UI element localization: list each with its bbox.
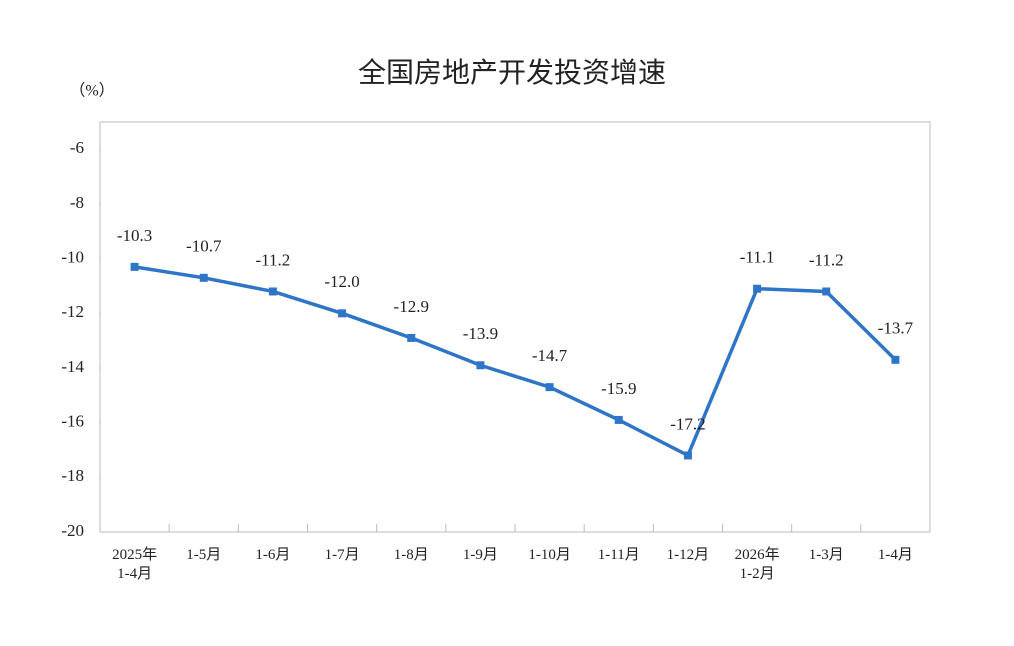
point [545,383,554,392]
point [891,355,900,364]
point [407,333,416,342]
x-tick-label: 1-9月 [462,547,498,563]
data-label: -10.3 [117,226,152,245]
x-tick-label: 1-6月 [255,547,291,563]
y-tick-label: -14 [61,357,84,376]
x-tick-label: 1-5月 [186,547,222,563]
y-tick-label: -8 [70,193,84,212]
data-label: -12.0 [324,272,359,291]
x-tick-label: 1-7月 [324,547,360,563]
point [476,361,485,370]
plot-frame [99,121,931,533]
point [753,284,762,293]
data-label: -13.9 [463,324,498,343]
point [199,273,208,282]
y-tick-label: -20 [61,521,84,540]
point [338,309,347,318]
chart-title: 全国房地产开发投资增速 [358,56,666,89]
point [268,287,277,296]
data-label: -14.7 [532,346,568,365]
point [683,451,692,460]
y-tick-label: -16 [61,412,84,431]
data-label: -12.9 [394,297,429,316]
data-label: -11.1 [740,248,775,267]
point [822,287,831,296]
y-tick-label: -6 [70,138,84,157]
point [614,415,623,424]
data-label: -11.2 [256,250,291,269]
data-label: -17.2 [670,414,705,433]
line [134,265,897,458]
point [130,262,139,271]
unit-label: （%） [69,82,114,100]
x-tick-label: 2025年 1-4月 [112,547,158,582]
data-label: -10.7 [186,237,222,256]
x-tick-label: 1-4月 [877,547,913,563]
y-tick-label: -10 [61,248,84,267]
data-label: -11.2 [809,250,844,269]
x-tick-label: 2026年 1-2月 [734,547,780,582]
data-label: -13.7 [878,319,914,338]
data-label: -15.9 [601,379,636,398]
y-tick-label: -12 [61,302,84,321]
x-tick-label: 1-8月 [393,547,429,563]
x-tick-label: 1-10月 [528,547,571,563]
y-tick-label: -18 [61,466,84,485]
x-tick-label: 1-12月 [666,547,710,563]
x-tick-label: 1-3月 [808,547,844,563]
x-tick-label: 1-11月 [597,547,640,563]
